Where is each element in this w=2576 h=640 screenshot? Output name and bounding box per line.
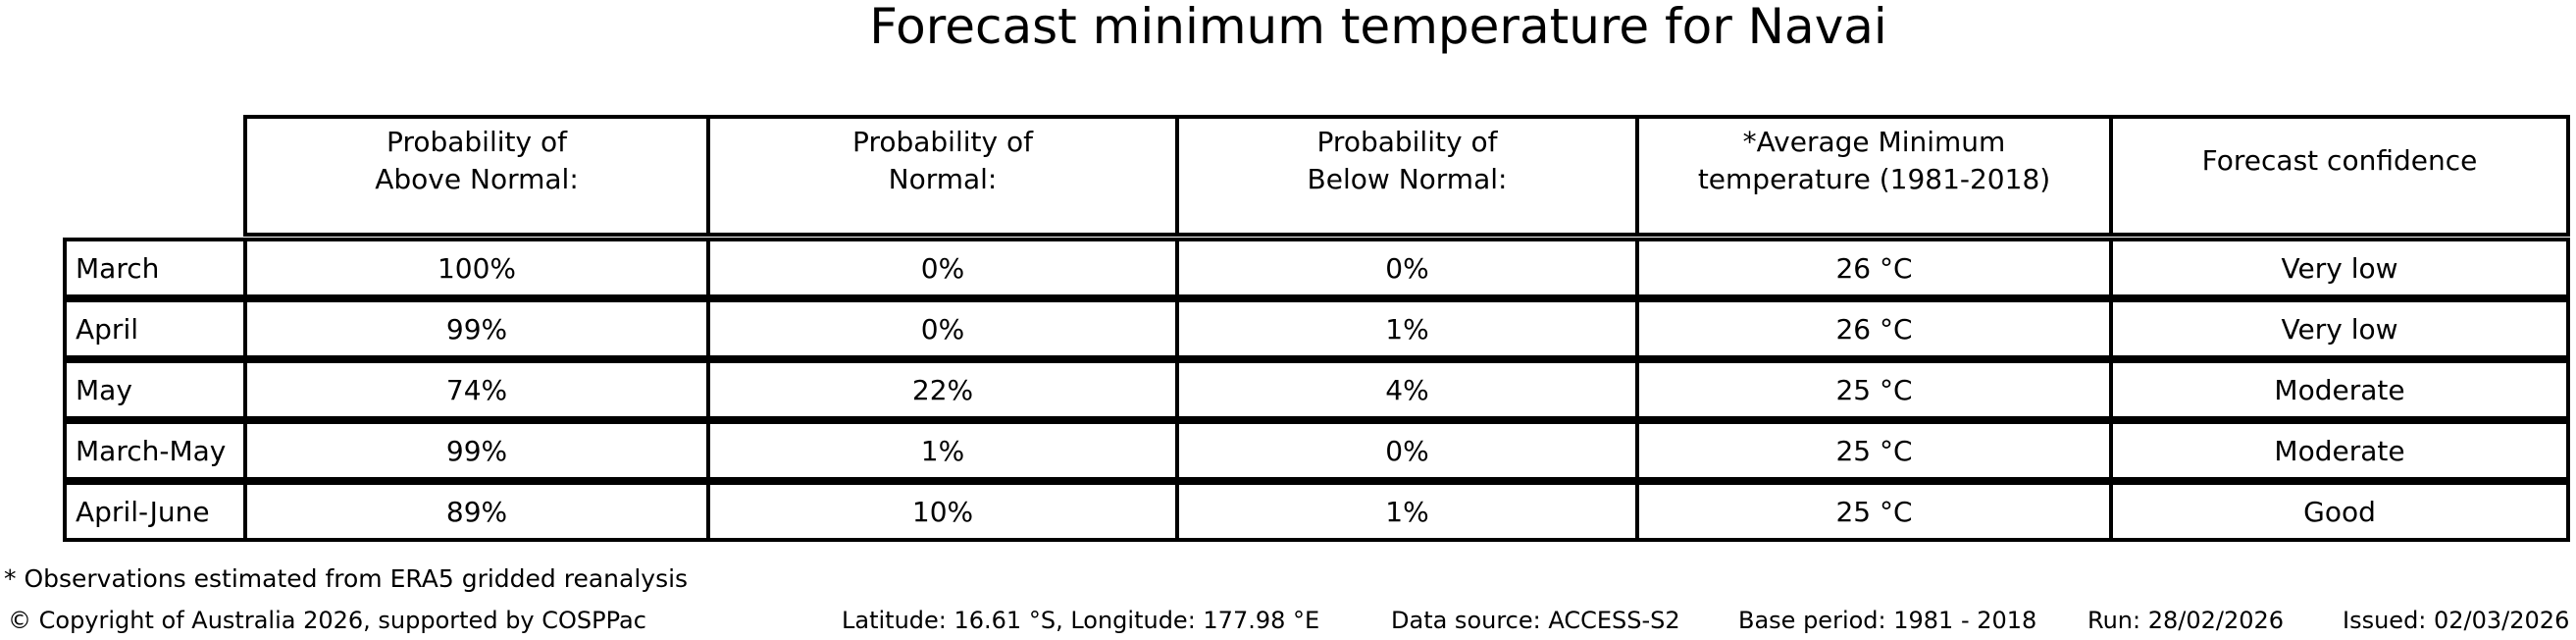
cell-avg-min-temperature: 26 °C [1635, 241, 2109, 294]
cell-normal: 0% [706, 302, 1175, 355]
cell-below-normal: 1% [1175, 485, 1635, 538]
data-source-text: Data source: ACCESS-S2 [1391, 607, 1680, 634]
row-label: March-May [76, 434, 227, 467]
cell-below-normal: 0% [1175, 424, 1635, 477]
row-label: May [76, 373, 132, 406]
base-period-text: Base period: 1981 - 2018 [1738, 607, 2037, 634]
cell-above-normal: 99% [243, 424, 706, 477]
cell-forecast-confidence: Moderate [2109, 424, 2566, 477]
cell-forecast-confidence: Good [2109, 485, 2566, 538]
cell-below-normal: 4% [1175, 363, 1635, 416]
run-date-text: Run: 28/02/2026 [2087, 607, 2285, 634]
cell-avg-min-temperature: 25 °C [1635, 424, 2109, 477]
cell-normal: 22% [706, 363, 1175, 416]
page-title: Forecast minimum temperature for Navai [869, 0, 1887, 55]
row-label: April-June [76, 495, 210, 528]
header-above-normal: Probability of Above Normal: [375, 126, 579, 195]
copyright-text: © Copyright of Australia 2026, supported… [8, 607, 646, 634]
cell-below-normal: 0% [1175, 241, 1635, 294]
cell-normal: 0% [706, 241, 1175, 294]
table-row-march: March 100% 0% 0% 26 °C Very low [63, 238, 2570, 298]
header-below-normal: Probability of Below Normal: [1175, 119, 1635, 233]
cell-normal: 1% [706, 424, 1175, 477]
lat-long-text: Latitude: 16.61 °S, Longitude: 177.98 °E [842, 607, 1320, 634]
cell-forecast-confidence: Very low [2109, 241, 2566, 294]
table-row-march-may: March-May 99% 1% 0% 25 °C Moderate [63, 420, 2570, 481]
cell-normal: 10% [706, 485, 1175, 538]
table-row-april: April 99% 0% 1% 26 °C Very low [63, 298, 2570, 359]
cell-above-normal: 74% [243, 363, 706, 416]
cell-above-normal: 99% [243, 302, 706, 355]
cell-forecast-confidence: Very low [2109, 302, 2566, 355]
cell-below-normal: 1% [1175, 302, 1635, 355]
cell-above-normal: 100% [243, 241, 706, 294]
cell-above-normal: 89% [243, 485, 706, 538]
cell-avg-min-temperature: 26 °C [1635, 302, 2109, 355]
header-avg-min-temperature: *Average Minimum temperature (1981-2018) [1635, 119, 2109, 233]
issued-date-text: Issued: 02/03/2026 [2343, 607, 2570, 634]
cell-forecast-confidence: Moderate [2109, 363, 2566, 416]
cell-avg-min-temperature: 25 °C [1635, 485, 2109, 538]
row-label: March [76, 251, 160, 285]
table-row-may: May 74% 22% 4% 25 °C Moderate [63, 359, 2570, 420]
header-normal: Probability of Normal: [706, 119, 1175, 233]
observations-footnote: * Observations estimated from ERA5 gridd… [4, 564, 689, 593]
table-row-april-june: April-June 89% 10% 1% 25 °C Good [63, 481, 2570, 542]
cell-avg-min-temperature: 25 °C [1635, 363, 2109, 416]
row-label: April [76, 312, 138, 346]
table-header-row: Probability of Above Normal: Probability… [243, 115, 2570, 237]
header-forecast-confidence: Forecast confidence [2109, 119, 2566, 233]
